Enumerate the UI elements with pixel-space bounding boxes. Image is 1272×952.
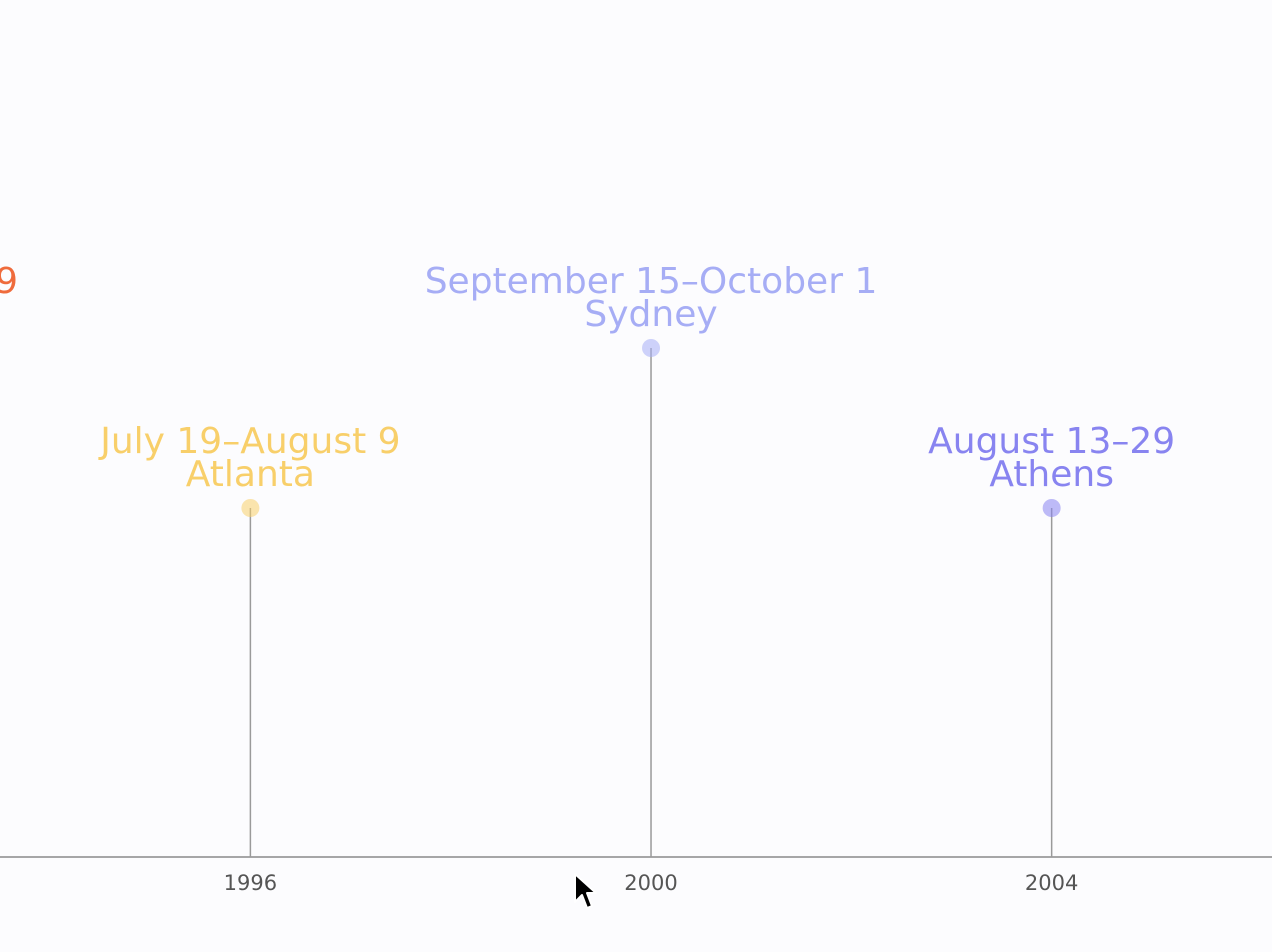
event-city-label: Atlanta — [186, 454, 315, 495]
event-marker[interactable] — [642, 339, 661, 357]
x-axis-ticks: 1996 2000 2004 — [224, 871, 1079, 895]
event-dates-label: September 15–October 1 — [425, 261, 878, 302]
mouse-cursor-icon — [574, 873, 597, 909]
event-marker[interactable] — [1042, 499, 1061, 517]
event-city-label: Sydney — [584, 294, 717, 335]
event-dates-label: August 13–29 — [928, 421, 1175, 462]
x-tick-label: 2004 — [1025, 871, 1078, 895]
event-city-label: Athens — [989, 454, 1114, 495]
event-dates-label: July 19–August 9 — [98, 421, 400, 462]
timeline-event: 9 — [0, 261, 18, 302]
x-tick-label: 2000 — [624, 871, 677, 895]
event-dates-label: 9 — [0, 261, 18, 302]
event-marker[interactable] — [241, 499, 260, 517]
x-tick-label: 1996 — [224, 871, 277, 895]
